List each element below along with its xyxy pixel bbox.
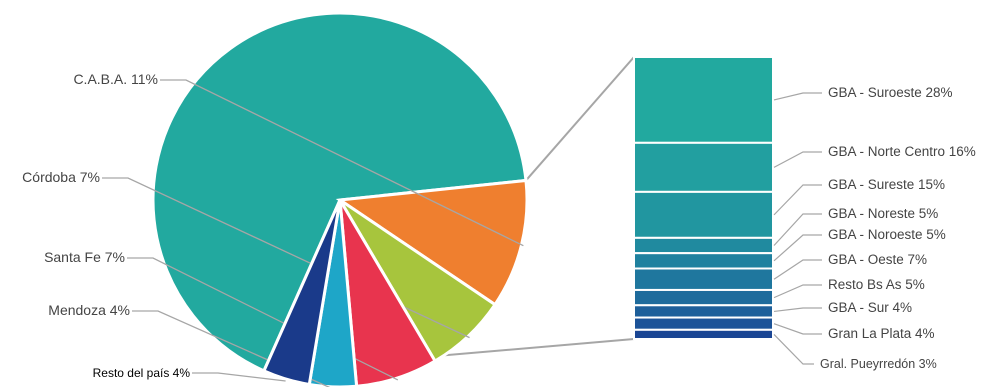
bar-leader-line: [773, 323, 822, 335]
bar-segment: [633, 141, 774, 193]
pie-leader-line: [160, 79, 524, 247]
bar-leader-line: [773, 151, 822, 168]
pie-slice-label: Mendoza 4%: [48, 302, 130, 318]
bar-segment: [633, 288, 774, 307]
pie-slice-label: Santa Fe 7%: [44, 249, 125, 265]
bar-segment: [633, 316, 774, 331]
bar-segment-label: GBA - Noreste 5%: [828, 206, 938, 221]
bar-segment: [633, 304, 774, 319]
bar-segment: [633, 56, 774, 144]
bar-segment-label: GBA - Sureste 15%: [828, 177, 945, 192]
bar-segment: [633, 236, 774, 255]
pie-slice-label: Córdoba 7%: [22, 169, 100, 185]
bar-segment-label: GBA - Suroeste 28%: [828, 85, 953, 100]
bar-segment-label: Resto Bs As 5%: [828, 277, 925, 292]
bar-segment-label: GBA - Sur 4%: [828, 300, 912, 315]
pie-slice-label: C.A.B.A. 11%: [73, 71, 158, 87]
pie-slice-label: Resto del país 4%: [93, 366, 191, 380]
bar-segment: [633, 328, 774, 341]
pie-leader-line: [192, 372, 286, 382]
pie-slice: [151, 11, 528, 373]
pie-slice: [261, 199, 342, 387]
bar-leader-line: [773, 234, 822, 262]
bar-segment: [633, 252, 774, 270]
connector-line-top: [525, 56, 635, 182]
bar-leader-line: [773, 259, 822, 280]
bar-leader-line: [773, 307, 822, 313]
bar-leader-line: [773, 213, 822, 246]
bar-segment: [633, 190, 774, 239]
bar-segment-label: Gral. Pueyrredón 3%: [820, 357, 937, 371]
bar-leader-line: [773, 284, 822, 299]
bar-leader-line: [773, 92, 822, 101]
bar-segment-label: GBA - Oeste 7%: [828, 252, 927, 267]
bar-segment-label: Gran La Plata 4%: [828, 326, 935, 341]
bar-leader-line: [773, 184, 822, 216]
bar-segment-label: GBA - Norte Centro 16%: [828, 144, 976, 159]
bar-segment: [633, 267, 774, 291]
bar-segment-label: GBA - Noroeste 5%: [828, 227, 946, 242]
bar-leader-line: [773, 333, 814, 365]
